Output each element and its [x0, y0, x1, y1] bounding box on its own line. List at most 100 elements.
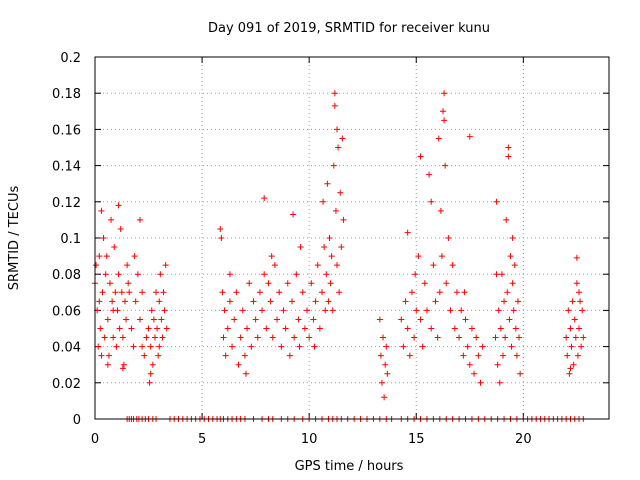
data-point: [296, 343, 303, 350]
data-point: [125, 280, 132, 287]
data-point: [430, 262, 437, 269]
data-point: [428, 325, 435, 332]
data-point: [432, 298, 439, 305]
data-point: [382, 361, 389, 368]
data-point: [250, 298, 257, 305]
data-point: [493, 271, 500, 278]
data-point: [332, 207, 339, 214]
y-tick-label: 0.1: [60, 232, 81, 247]
data-point: [466, 361, 473, 368]
data-point: [226, 271, 233, 278]
data-point: [473, 334, 480, 341]
data-point: [505, 153, 512, 160]
data-point: [504, 289, 511, 296]
data-point: [267, 298, 274, 305]
data-point: [259, 307, 266, 314]
data-point: [339, 135, 346, 142]
chart-title: Day 091 of 2019, SRMTID for receiver kun…: [208, 21, 490, 36]
data-point: [415, 253, 422, 260]
data-point: [271, 262, 278, 269]
data-point: [571, 316, 578, 323]
data-point: [263, 325, 270, 332]
data-point: [128, 325, 135, 332]
data-point: [113, 343, 120, 350]
data-point: [516, 334, 523, 341]
data-point: [495, 307, 502, 314]
data-point: [501, 298, 508, 305]
data-point: [149, 361, 156, 368]
data-point: [284, 280, 291, 287]
data-point: [517, 370, 524, 377]
data-point: [106, 280, 113, 287]
data-point: [123, 316, 130, 323]
data-point: [158, 316, 165, 323]
data-point: [145, 325, 152, 332]
data-point: [406, 352, 413, 359]
data-point: [252, 316, 259, 323]
data-point: [151, 334, 158, 341]
data-point: [421, 280, 428, 287]
data-point: [111, 244, 118, 251]
data-point: [580, 334, 587, 341]
x-tick-label: 10: [301, 432, 318, 447]
data-point: [325, 298, 332, 305]
data-point: [383, 343, 390, 350]
data-point: [226, 298, 233, 305]
y-tick-label: 0.18: [52, 87, 81, 102]
data-point: [115, 202, 122, 209]
data-point: [428, 198, 435, 205]
data-point: [118, 289, 125, 296]
data-point: [479, 343, 486, 350]
y-tick-label: 0.14: [52, 160, 81, 175]
data-point: [306, 334, 313, 341]
data-point: [96, 298, 103, 305]
data-point: [436, 289, 443, 296]
data-point: [402, 298, 409, 305]
data-point: [124, 262, 131, 269]
data-point: [241, 352, 248, 359]
data-point: [334, 126, 341, 133]
data-point: [435, 135, 442, 142]
data-point: [231, 316, 238, 323]
data-point: [417, 153, 424, 160]
x-tick-label: 15: [408, 432, 425, 447]
data-point: [331, 102, 338, 109]
data-point: [242, 370, 249, 377]
data-point: [244, 325, 251, 332]
data-point: [507, 253, 514, 260]
y-axis-label: SRMTID / TECUs: [7, 186, 22, 291]
data-point: [574, 352, 581, 359]
data-point: [93, 262, 100, 269]
data-point: [475, 352, 482, 359]
data-point: [278, 343, 285, 350]
data-point: [130, 343, 137, 350]
data-point: [237, 334, 244, 341]
data-point: [340, 216, 347, 223]
data-point: [437, 207, 444, 214]
data-point: [338, 244, 345, 251]
data-point: [105, 352, 112, 359]
data-point: [330, 162, 337, 169]
data-point: [293, 271, 300, 278]
data-point: [136, 216, 143, 223]
data-point: [398, 316, 405, 323]
data-point: [513, 352, 520, 359]
data-point: [219, 289, 226, 296]
data-point: [568, 343, 575, 350]
data-point: [139, 289, 146, 296]
data-point: [445, 235, 452, 241]
axes: 0 0.02 0.04 0.06 0.08 0.1 0.12 0.14 0.16 0.18 0.2 0…: [52, 51, 609, 447]
data-point: [419, 343, 426, 350]
data-point: [576, 325, 583, 332]
data-point: [148, 307, 155, 314]
data-point: [136, 316, 143, 323]
data-point: [162, 262, 169, 269]
data-point: [570, 361, 577, 368]
data-point: [329, 307, 336, 314]
data-point: [423, 307, 430, 314]
data-point: [377, 352, 384, 359]
y-tick-label: 0.2: [60, 51, 81, 66]
data-point: [413, 307, 420, 314]
data-point: [319, 289, 326, 296]
